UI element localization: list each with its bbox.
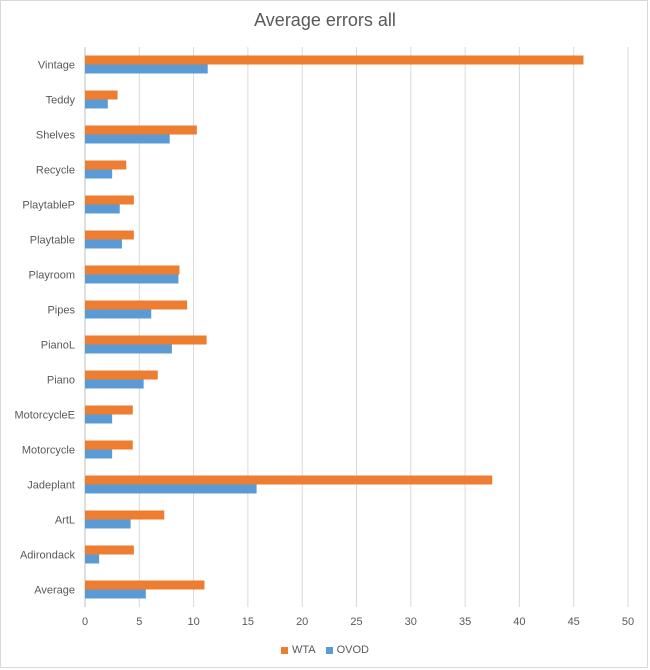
bar-ovod-playroom — [85, 274, 179, 284]
x-tick-label-40: 40 — [513, 616, 525, 628]
x-tick-label-30: 30 — [405, 616, 417, 628]
category-labels: Vintage Teddy Shelves Recycle PlaytableP Play… — [14, 60, 75, 597]
bar-ovod-artl — [85, 519, 131, 529]
bar-wta-pipes — [85, 300, 188, 310]
category-label-pipes: Pipes — [47, 305, 75, 317]
legend-swatch-ovod — [325, 646, 333, 654]
category-label-vintage: Vintage — [38, 60, 75, 72]
bar-ovod-motorcycle — [85, 449, 113, 459]
legend-item-ovod: OVOD — [325, 644, 370, 656]
bar-wta-playtablep — [85, 195, 134, 205]
category-label-teddy: Teddy — [46, 95, 76, 107]
bar-wta-pianol — [85, 335, 207, 345]
bar-wta-jadeplant — [85, 475, 493, 485]
x-tick-label-10: 10 — [187, 616, 199, 628]
grid-lines — [84, 47, 629, 607]
bar-wta-playtable — [85, 230, 134, 240]
bar-ovod-teddy — [85, 99, 108, 109]
category-label-playtable: Playtable — [30, 235, 75, 247]
bar-wta-motorcyclee — [85, 405, 133, 415]
bar-ovod-pianol — [85, 344, 172, 354]
legend: WTA OVOD — [0, 644, 650, 656]
bar-wta-recycle — [85, 160, 127, 170]
category-label-pianol: PianoL — [41, 340, 75, 352]
bar-wta-playroom — [85, 265, 180, 275]
bar-ovod-motorcyclee — [85, 414, 113, 424]
x-tick-label-45: 45 — [568, 616, 580, 628]
x-tick-label-25: 25 — [350, 616, 362, 628]
category-label-playtablep: PlaytableP — [22, 200, 75, 212]
legend-label-wta: WTA — [291, 644, 316, 656]
category-label-recycle: Recycle — [36, 165, 75, 177]
bar-ovod-jadeplant — [85, 484, 257, 494]
bar-wta-shelves — [85, 125, 197, 135]
bar-wta-adirondack — [85, 545, 134, 555]
x-tick-label-0: 0 — [82, 616, 88, 628]
x-tick-label-50: 50 — [622, 616, 634, 628]
legend-label-ovod: OVOD — [336, 644, 370, 656]
x-tick-label-35: 35 — [459, 616, 471, 628]
bar-ovod-average — [85, 589, 146, 599]
legend-item-wta: WTA — [280, 644, 316, 656]
category-label-piano: Piano — [47, 375, 75, 387]
category-label-playroom: Playroom — [29, 270, 75, 282]
category-label-jadeplant: Jadeplant — [27, 480, 75, 492]
x-tick-label-5: 5 — [136, 616, 142, 628]
bar-wta-average — [85, 580, 205, 590]
bar-ovod-playtablep — [85, 204, 120, 214]
bar-wta-artl — [85, 510, 165, 520]
x-tick-label-20: 20 — [296, 616, 308, 628]
bar-ovod-shelves — [85, 134, 170, 144]
bar-ovod-pipes — [85, 309, 152, 319]
category-label-adirondack: Adirondack — [20, 550, 76, 562]
legend-swatch-wta — [280, 646, 288, 654]
category-label-average: Average — [34, 585, 75, 597]
bar-ovod-recycle — [85, 169, 113, 179]
bar-ovod-vintage — [85, 64, 208, 74]
category-label-artl: ArtL — [55, 515, 75, 527]
category-label-shelves: Shelves — [36, 130, 76, 142]
bar-ovod-piano — [85, 379, 144, 389]
bar-wta-vintage — [85, 55, 584, 65]
bar-wta-teddy — [85, 90, 118, 100]
bar-ovod-playtable — [85, 239, 122, 249]
chart-title: Average errors all — [254, 10, 396, 30]
bar-wta-piano — [85, 370, 158, 380]
x-tick-labels: 0 5 10 15 20 25 30 35 40 45 50 — [82, 616, 634, 628]
bar-ovod-adirondack — [85, 554, 100, 564]
x-tick-label-15: 15 — [242, 616, 254, 628]
bar-wta-motorcycle — [85, 440, 133, 450]
category-label-motorcyclee: MotorcycleE — [14, 410, 75, 422]
category-label-motorcycle: Motorcycle — [22, 445, 75, 457]
bars — [85, 55, 584, 599]
